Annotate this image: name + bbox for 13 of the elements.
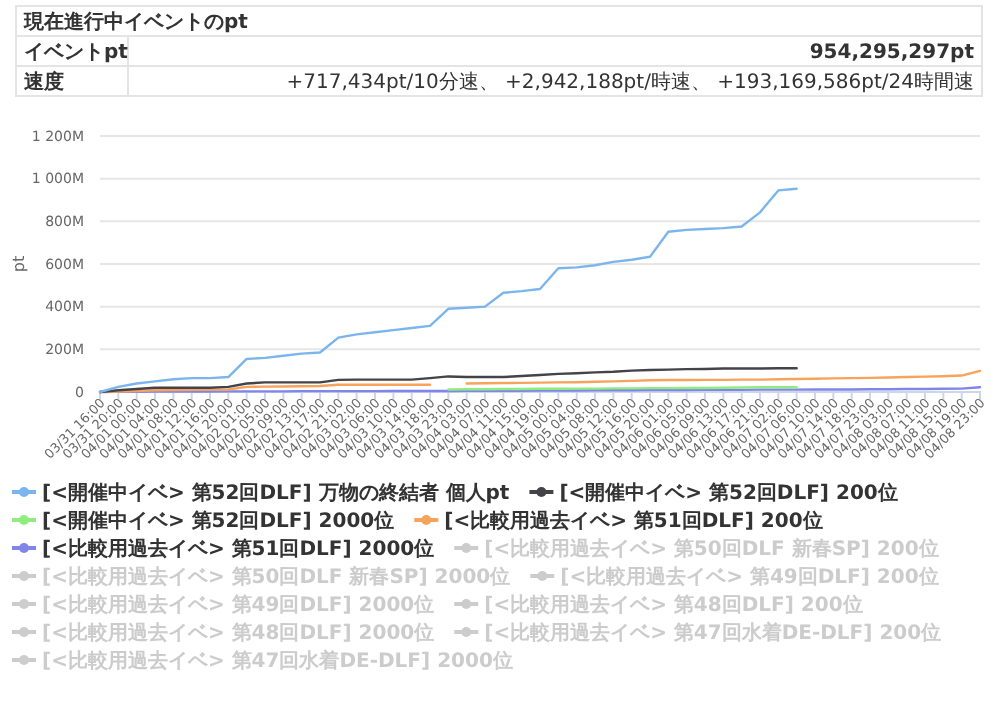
line-series xyxy=(98,367,798,394)
legend-label: [<開催中イベ> 第52回DLF] 万物の終結者 個人pt xyxy=(42,481,510,505)
text: +717,434pt/10分速、 +2,942,188pt/時速、 +193,169,586pt/24時間速 xyxy=(286,70,974,94)
text: イベントpt xyxy=(24,42,129,64)
legend-label: [<開催中イベ> 第52回DLF] 200位 xyxy=(559,481,898,505)
text: 現在進行中イベントのpt xyxy=(22,10,249,34)
text: 速度 xyxy=(22,70,64,94)
text: 954,295,297pt xyxy=(809,42,975,64)
legend-label: [<比較用過去イベ> 第51回DLF] 2000位 xyxy=(42,537,435,561)
legend-label: [<開催中イベ> 第52回DLF] 2000位 xyxy=(42,509,395,533)
line-series xyxy=(98,187,798,394)
y-axis-title: pt xyxy=(10,255,28,273)
legend-label: [<比較用過去イベ> 第51回DLF] 200位 xyxy=(444,509,823,533)
